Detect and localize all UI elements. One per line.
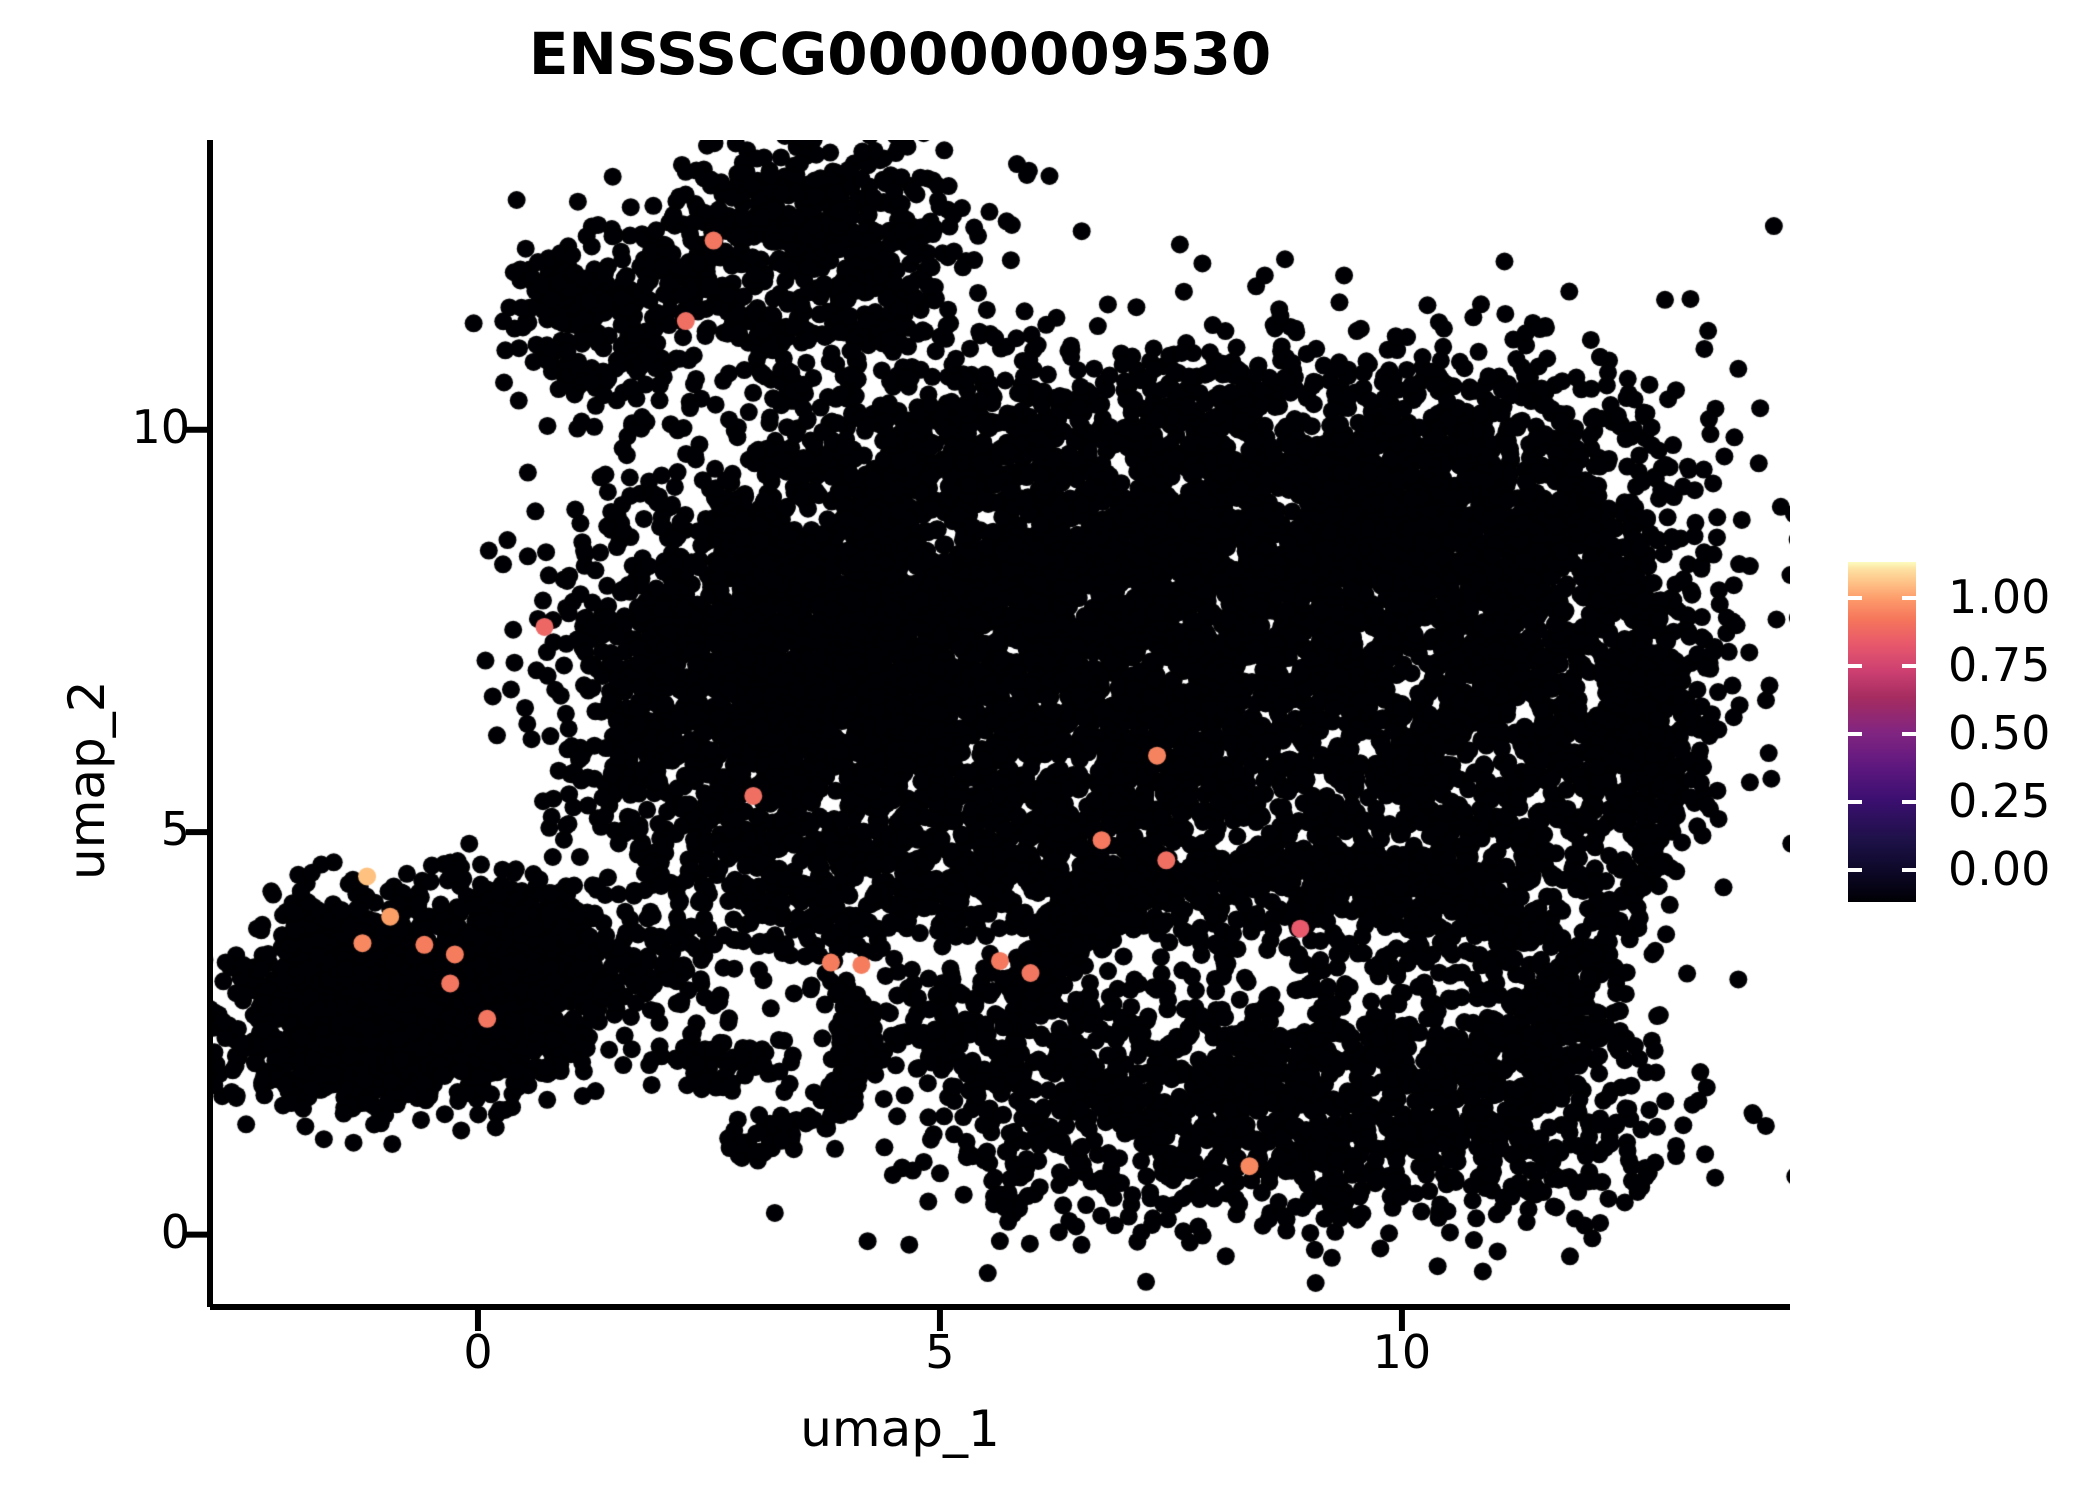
colorbar-label-0-75: 0.75 bbox=[1948, 638, 2051, 692]
colorbar-tick-1-00-right bbox=[1902, 596, 1916, 600]
colorbar-label-0-25: 0.25 bbox=[1948, 774, 2051, 828]
ytick-label-0: 0 bbox=[160, 1204, 190, 1259]
colorbar-tick-0-75-left bbox=[1848, 664, 1862, 668]
colorbar-label-0-50: 0.50 bbox=[1948, 706, 2051, 760]
colorbar-tick-0-00-left bbox=[1848, 868, 1862, 872]
colorbar-tick-0-50-right bbox=[1902, 732, 1916, 736]
xtick-label-10: 10 bbox=[1372, 1325, 1432, 1379]
colorbar-label-0-00: 0.00 bbox=[1948, 842, 2051, 896]
colorbar-tick-1-00-left bbox=[1848, 596, 1862, 600]
colorbar-tick-0-50-left bbox=[1848, 732, 1862, 736]
ytick-label-10: 10 bbox=[131, 399, 190, 454]
umap-scatter-plot bbox=[210, 140, 1790, 1307]
page-title: ENSSSCG00000009530 bbox=[528, 20, 1272, 88]
colorbar-tick-0-25-left bbox=[1848, 800, 1862, 804]
x-axis-label: umap_1 bbox=[800, 1400, 1000, 1458]
ytick-label-5: 5 bbox=[160, 802, 190, 857]
colorbar-label-1-00: 1.00 bbox=[1948, 570, 2051, 624]
xtick-label-5: 5 bbox=[925, 1325, 955, 1379]
y-axis-label: umap_2 bbox=[58, 680, 116, 880]
colorbar-tick-0-75-right bbox=[1902, 664, 1916, 668]
colorbar-tick-0-25-right bbox=[1902, 800, 1916, 804]
colorbar-tick-0-00-right bbox=[1902, 868, 1916, 872]
xtick-label-0: 0 bbox=[463, 1325, 493, 1379]
